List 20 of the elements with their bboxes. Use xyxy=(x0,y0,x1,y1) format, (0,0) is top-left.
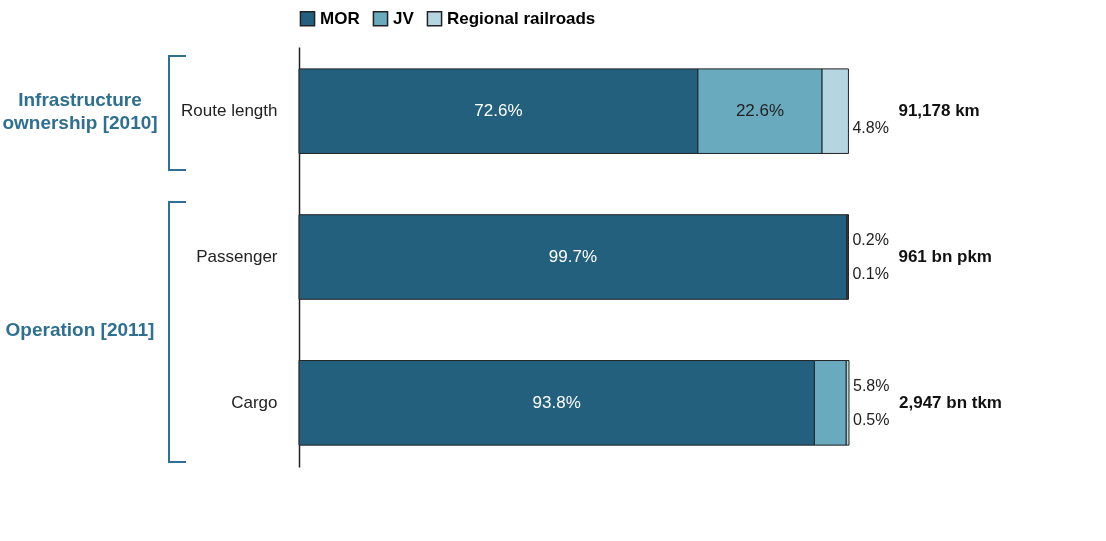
data-label: 0.2% xyxy=(852,231,889,248)
y-tick-label: Passenger xyxy=(196,247,278,266)
text: Infrastructure ownership [2010] xyxy=(1,88,159,135)
data-label: 4.8% xyxy=(852,119,889,137)
text: 961 bn pkm xyxy=(898,247,992,266)
y-tick-label: Cargo xyxy=(231,392,278,412)
text: 91,178 km xyxy=(898,101,980,121)
y-tick-label: Route length xyxy=(181,101,278,121)
legend-label: MOR xyxy=(320,8,360,28)
data-label: 22.6% xyxy=(735,101,785,121)
legend-label: Regional railroads xyxy=(447,8,596,28)
data-label: 93.8% xyxy=(532,392,581,412)
text: 2,947 bn tkm xyxy=(899,392,1002,412)
data-label: 0.5% xyxy=(853,410,890,428)
data-label: 99.7% xyxy=(548,247,597,266)
legend-label: JV xyxy=(393,8,415,28)
text: Operation [2011] xyxy=(4,318,156,342)
data-label: 5.8% xyxy=(853,376,890,394)
data-label: 0.1% xyxy=(852,265,889,282)
data-label: 72.6% xyxy=(474,101,523,121)
